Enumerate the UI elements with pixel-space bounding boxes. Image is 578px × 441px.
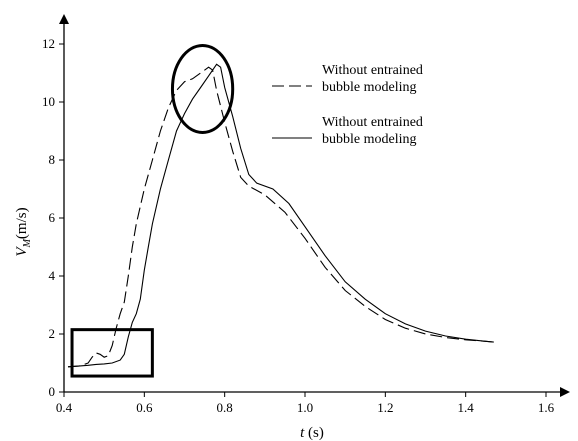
series-line-dashed [67,66,494,368]
y-tick-label: 12 [42,36,55,51]
y-tick-label: 2 [49,326,56,341]
x-tick-label: 1.4 [458,400,475,415]
legend-label: Without entrained [322,63,423,78]
y-axis-label: VM(m/s) [14,207,33,256]
x-tick-label: 0.6 [136,400,153,415]
x-tick-label: 0.4 [56,400,73,415]
x-tick-label: 0.8 [217,400,233,415]
x-tick-label: 1.6 [538,400,555,415]
legend: Without entrained bubble modeling Without … [272,63,423,147]
x-tick-label: 1.2 [377,400,393,415]
legend-label: Without entrained [322,115,423,130]
y-tick-label: 8 [49,152,56,167]
legend-label: bubble modeling [322,80,417,95]
highlight-ellipse [170,43,235,134]
annotations [70,43,235,378]
legend-label: bubble modeling [322,132,417,147]
x-axis-label: t (s) [300,425,324,441]
series-line-solid [67,63,494,368]
y-tick-label: 4 [49,268,56,283]
y-tick-label: 0 [49,384,56,399]
x-tick-label: 1.0 [297,400,313,415]
axes [59,14,570,397]
axis-ticks: 0.4 0.6 0.8 1.0 1.2 1.4 1.6 0 2 4 6 8 10 12 [42,36,555,415]
highlight-rectangle [70,328,154,378]
series-group [67,63,494,368]
y-tick-label: 6 [49,210,56,225]
y-tick-label: 10 [42,94,55,109]
